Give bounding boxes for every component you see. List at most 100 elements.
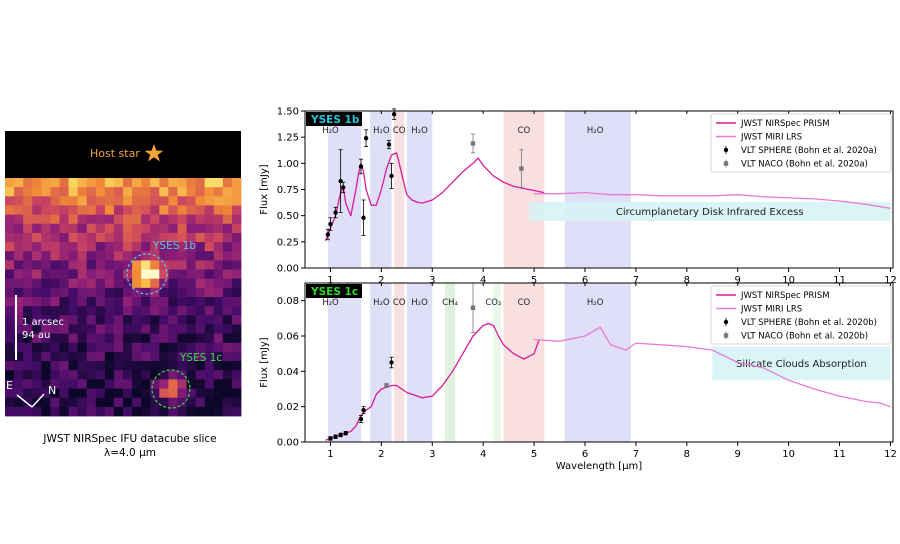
heatmap-pixel [132,214,142,225]
heatmap-pixel [168,232,178,243]
x-tick-label: 8 [684,275,690,286]
band-label: CO [393,298,406,308]
heatmap-pixel [213,306,224,316]
heatmap-pixel [5,351,15,362]
heatmap-pixel [204,406,215,417]
heatmap-pixel [141,251,151,261]
heatmap-pixel [113,214,124,225]
heatmap-pixel [231,333,242,344]
x-tick-label: 5 [531,449,537,460]
heatmap-pixel [177,406,187,417]
heatmap-pixel [186,333,197,344]
heatmap-pixel [141,361,151,371]
heatmap-pixel [132,324,142,335]
heatmap-pixel [59,397,69,408]
heatmap-pixel [68,370,79,380]
heatmap-pixel [68,342,79,353]
heatmap-pixel [32,306,42,316]
heatmap-pixel [204,388,215,399]
heatmap-pixel [41,187,51,197]
absorption-band [406,111,433,268]
heatmap-pixel [14,223,24,234]
heatmap-pixel [123,306,133,316]
heatmap-pixel [50,287,60,298]
heatmap-pixel [50,260,60,270]
heatmap-pixel [159,342,169,353]
heatmap-pixel [231,223,242,234]
heatmap-pixel [150,196,160,206]
heatmap-pixel [204,232,215,243]
heatmap-pixel [50,205,60,216]
heatmap-pixel [5,187,15,197]
heatmap-pixel [68,361,79,371]
heatmap-pixel [23,242,33,252]
heatmap-pixel [204,397,215,408]
heatmap-pixel [177,379,187,389]
heatmap-pixel [141,287,151,298]
x-tick-label: 9 [735,275,741,286]
heatmap-pixel [213,260,224,270]
heatmap-pixel [14,306,24,316]
heatmap-pixel [14,370,24,380]
y-tick-label: 0.25 [277,237,299,248]
heatmap-pixel [14,351,24,362]
heatmap-pixel [86,361,97,371]
heatmap-pixel [204,342,215,353]
heatmap-pixel [222,178,233,188]
heatmap-pixel [59,278,69,289]
legend-entry-label: JWST NIRSpec PRISM [740,291,830,301]
heatmap-pixel [104,196,115,206]
heatmap-pixel [113,187,124,197]
heatmap-pixel [77,214,88,225]
heatmap-pixel [213,361,224,371]
heatmap-pixel [32,342,42,353]
heatmap-pixel [168,260,178,270]
heatmap-pixel [104,269,115,280]
heatmap-pixel [41,251,51,261]
heatmap-pixel [86,223,97,234]
heatmap-pixel [177,397,187,408]
heatmap-pixel [41,242,51,252]
heatmap-pixel [150,287,160,298]
absorption-band [370,283,392,442]
heatmap-pixel [159,242,169,252]
heatmap-pixel [132,269,142,280]
heatmap-pixel [123,333,133,344]
heatmap-pixel [231,397,242,408]
band-label: H₂O [322,298,339,308]
heatmap-pixel [168,315,178,325]
heatmap-pixel [32,269,42,280]
x-tick-label: 6 [582,275,588,286]
heatmap-pixel [59,232,69,243]
heatmap-pixel [23,269,33,280]
heatmap-pixel [86,306,97,316]
heatmap-pixel [50,397,60,408]
heatmap-pixel [150,333,160,344]
heatmap-pixel [32,205,42,216]
heatmap-pixel [59,342,69,353]
heatmap-pixel [141,306,151,316]
y-tick-label: 0.75 [277,185,299,196]
band-label: H₂O [411,298,428,308]
heatmap-pixel [50,333,60,344]
heatmap-pixel [141,223,151,234]
heatmap-pixel [59,214,69,225]
heatmap-pixel [23,187,33,197]
heatmap-pixel [222,278,233,289]
heatmap-pixel [186,269,197,280]
legend-entry-label: VLT NACO (Bohn et al. 2020a) [741,160,868,170]
heatmap-pixel [195,269,206,280]
heatmap-pixel [14,214,24,225]
heatmap-pixel [41,297,51,307]
heatmap-pixel [104,370,115,380]
heatmap-pixel [86,333,97,344]
heatmap-pixel [213,205,224,216]
heatmap-pixel [14,187,24,197]
heatmap-pixel [41,379,51,389]
legend-box [710,113,892,173]
heatmap-pixel [123,370,133,380]
heatmap-pixel [204,260,215,270]
heatmap-pixel [177,232,187,243]
heatmap-pixel [86,324,97,335]
